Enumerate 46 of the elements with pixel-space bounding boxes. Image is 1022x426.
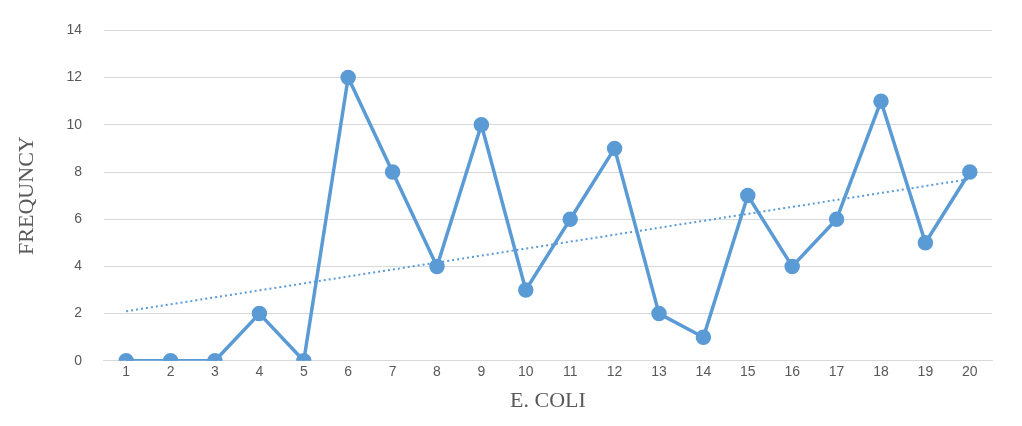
- x-tick-label: 15: [740, 363, 756, 380]
- point: [873, 93, 889, 109]
- point: [917, 235, 934, 251]
- x-tick-label: 18: [873, 363, 889, 380]
- point: [828, 211, 845, 227]
- x-tick-label: 17: [828, 363, 845, 380]
- point: [473, 117, 490, 133]
- point: [695, 329, 712, 345]
- y-tick-label: 12: [66, 68, 83, 85]
- x-tick-label: 5: [299, 363, 308, 380]
- x-tick-label: 8: [433, 363, 442, 380]
- y-tick-label: 0: [74, 351, 83, 368]
- point: [740, 187, 756, 204]
- point: [784, 258, 800, 275]
- x-tick-label: 19: [917, 363, 934, 380]
- x-tick-label: 12: [606, 363, 623, 380]
- y-tick-label: 2: [74, 304, 83, 321]
- x-tick-label: 16: [784, 363, 801, 380]
- x-tick-label: 3: [211, 363, 220, 380]
- point: [384, 164, 401, 180]
- point: [606, 140, 623, 157]
- x-tick-label: 13: [651, 363, 667, 380]
- x-tick-label: 4: [255, 363, 264, 380]
- point: [518, 282, 534, 298]
- y-tick-label: 4: [74, 257, 83, 274]
- x-tick-label: 20: [962, 363, 978, 380]
- x-tick-label: 11: [562, 363, 578, 380]
- x-tick-label: 14: [695, 363, 712, 380]
- y-axis-title: FREQUNCY: [12, 136, 38, 255]
- y-tick-label: 10: [66, 115, 83, 132]
- y-tick-label: 8: [74, 162, 83, 179]
- x-tick-label: 9: [477, 363, 486, 380]
- point: [429, 258, 445, 275]
- x-axis-title: E. COLI: [510, 386, 586, 412]
- x-tick-label: 2: [166, 363, 175, 380]
- point: [340, 69, 356, 86]
- x-tick-label: 10: [518, 363, 534, 380]
- point: [562, 211, 578, 227]
- point: [962, 164, 978, 180]
- x-tick-label: 1: [122, 363, 131, 380]
- x-tick-label: 6: [344, 363, 353, 380]
- point: [651, 305, 667, 322]
- y-tick-label: 6: [74, 210, 83, 227]
- x-tick-label: 7: [388, 363, 397, 380]
- y-tick-label: 14: [66, 21, 83, 38]
- point: [251, 305, 268, 322]
